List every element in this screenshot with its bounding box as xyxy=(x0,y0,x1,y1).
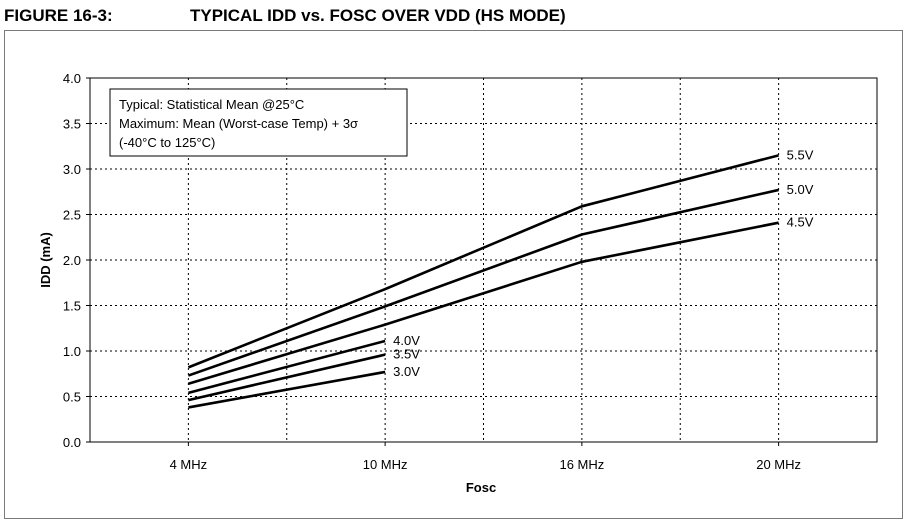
x-tick-label: 4 MHz xyxy=(170,457,208,472)
annotation-line-2: Maximum: Mean (Worst-case Temp) + 3σ xyxy=(119,116,358,131)
y-tick-label: 1.0 xyxy=(63,344,81,359)
y-axis-ticks: 0.0 0.5 1.0 1.5 2.0 2.5 3.0 3.5 4.0 xyxy=(63,71,90,450)
y-tick-label: 0.0 xyxy=(63,435,81,450)
series-label-4-0v: 4.0V xyxy=(393,333,420,348)
y-tick-label: 0.5 xyxy=(63,390,81,405)
x-axis-ticks: 4 MHz 10 MHz 16 MHz 20 MHz xyxy=(170,442,801,472)
series-label-3-0v: 3.0V xyxy=(393,364,420,379)
series-line-4-0v xyxy=(188,339,386,395)
y-tick-label: 2.0 xyxy=(63,253,81,268)
y-tick-label: 4.0 xyxy=(63,71,81,86)
annotation-border xyxy=(109,88,408,157)
annotation-line-3: (-40°C to 125°C) xyxy=(119,135,215,150)
annotation-line-1: Typical: Statistical Mean @25°C xyxy=(119,97,304,112)
series-line-3-0v xyxy=(188,370,386,409)
series-line-5-0v xyxy=(187,188,779,377)
series-label-5-0v: 5.0V xyxy=(787,182,814,197)
series-labels: 5.5V 5.0V 4.5V 4.0V3.5V 3.0V xyxy=(393,147,814,379)
y-tick-label: 1.5 xyxy=(63,299,81,314)
series-label-4-5v: 4.5V xyxy=(787,215,814,230)
x-axis-title: Fosc xyxy=(466,480,496,495)
annotation-box: Typical: Statistical Mean @25°C Maximum:… xyxy=(109,88,408,157)
figure-label: FIGURE 16-3: xyxy=(4,6,113,25)
y-axis-title: IDD (mA) xyxy=(38,232,53,288)
figure-title: TYPICAL IDD vs. FOSC OVER VDD (HS MODE) xyxy=(190,6,566,25)
x-tick-label: 20 MHz xyxy=(756,457,801,472)
series-line-3-5v xyxy=(188,353,386,402)
series-line-4-5v xyxy=(188,221,779,386)
figure-header: FIGURE 16-3: TYPICAL IDD vs. FOSC OVER V… xyxy=(4,6,909,30)
y-tick-label: 3.5 xyxy=(63,117,81,132)
y-tick-label: 2.5 xyxy=(63,208,81,223)
x-tick-label: 10 MHz xyxy=(363,457,408,472)
series-label-5-5v: 5.5V xyxy=(787,147,814,162)
x-tick-label: 16 MHz xyxy=(559,457,604,472)
y-tick-label: 3.0 xyxy=(63,162,81,177)
series-label-3-5v: 3.5V xyxy=(393,347,420,362)
series-lines xyxy=(187,154,779,409)
chart-frame xyxy=(4,30,903,519)
series-line-5-5v xyxy=(187,154,779,369)
